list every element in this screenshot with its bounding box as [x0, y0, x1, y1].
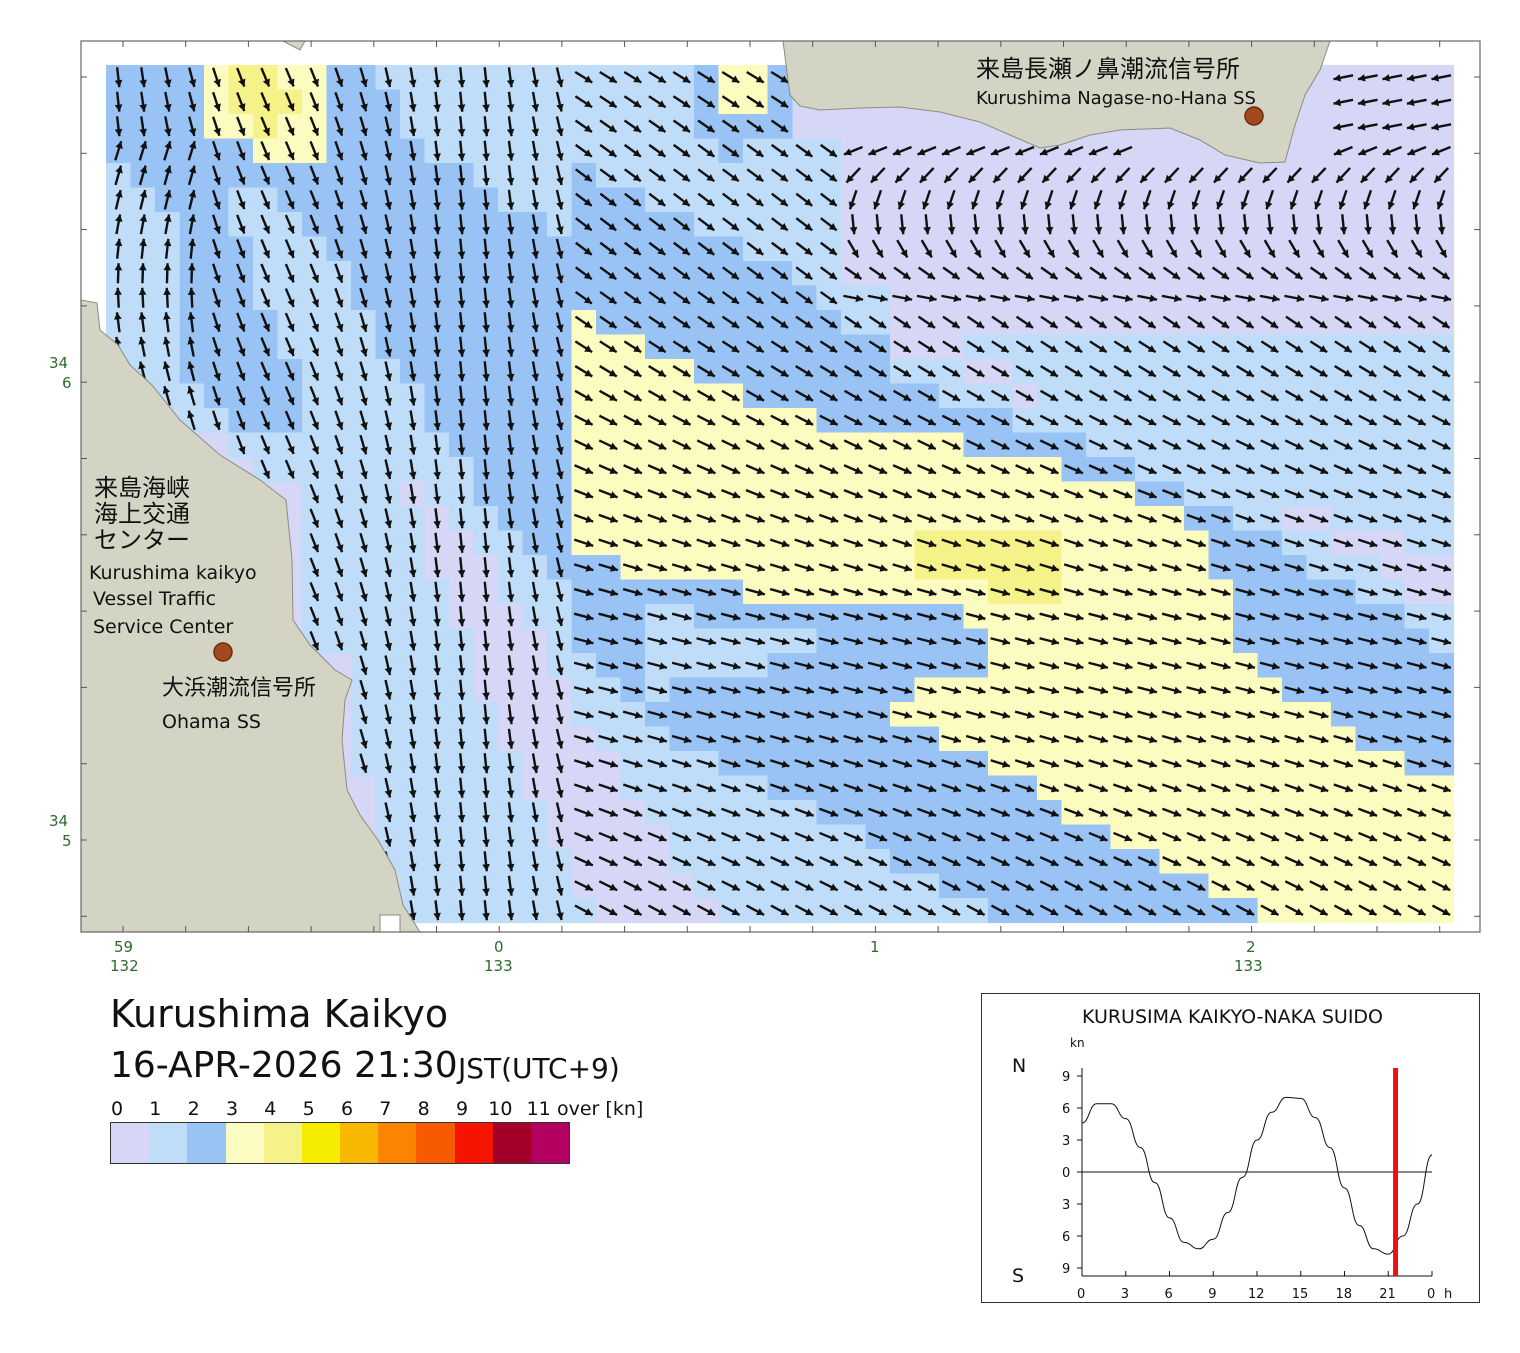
nagase-label-ja: 来島長瀬ノ鼻潮流信号所	[976, 55, 1240, 83]
tide-x-tick-label: 0	[1077, 1287, 1085, 1302]
legend-label: 10	[488, 1098, 513, 1120]
legend-label: 2	[187, 1098, 200, 1120]
tidal-current-chart: KURUSIMA KAIKYO-NAKA SUIDO kn N S 9 6 3 0 3 6…	[981, 993, 1480, 1303]
legend-label: 7	[379, 1098, 392, 1120]
legend-swatch	[378, 1123, 417, 1163]
lat-label-34-5-deg: 34	[49, 812, 68, 830]
tide-x-tick-label: 12	[1248, 1287, 1265, 1302]
legend-label: 4	[264, 1098, 277, 1120]
legend-swatch	[492, 1123, 531, 1163]
timezone-label: JST(UTC+9)	[458, 1052, 620, 1085]
legend-swatch	[301, 1123, 341, 1163]
legend-label: 3	[225, 1098, 239, 1120]
area-title: Kurushima Kaikyo	[110, 992, 449, 1036]
lon-label-133-0-min: 0	[494, 938, 504, 956]
tide-x-tick-label: 6	[1165, 1287, 1173, 1302]
lon-label-132-59-deg: 132	[110, 957, 139, 975]
tide-chart-title: KURUSIMA KAIKYO-NAKA SUIDO	[1082, 1006, 1383, 1028]
legend-label: 6	[340, 1098, 354, 1120]
legend-swatch	[530, 1123, 570, 1163]
tide-north-label: N	[1012, 1055, 1026, 1077]
tide-south-label: S	[1012, 1265, 1024, 1287]
legend-swatch	[225, 1123, 264, 1163]
tide-curve	[1081, 1096, 1433, 1255]
speed-legend: 0 1 2 3 4 5 6 7 8 9 10 11 over [kn]	[110, 1098, 670, 1168]
legend-label: 5	[302, 1098, 315, 1120]
tide-x-tick-label: 18	[1336, 1287, 1353, 1302]
tide-y-tick-label: 9	[1062, 1262, 1070, 1277]
legend-swatch	[454, 1123, 493, 1163]
legend-swatch	[111, 1123, 150, 1163]
ohama-station-marker	[213, 642, 233, 662]
tide-x-tick-label: 9	[1208, 1287, 1216, 1302]
lat-label-34-6-min: 6	[62, 374, 72, 392]
vtsc-label-en-3: Service Center	[93, 616, 233, 638]
tide-y-tick-label: 9	[1062, 1070, 1070, 1085]
tide-x-tick-label: 0	[1427, 1287, 1435, 1302]
legend-label: 9	[455, 1098, 469, 1120]
legend-swatch	[416, 1123, 455, 1163]
ohama-label-en: Ohama SS	[162, 711, 261, 733]
vtsc-label-en-1: Kurushima kaikyo	[89, 562, 257, 584]
tide-x-tick-label: 15	[1292, 1287, 1309, 1302]
nagase-station-marker	[1244, 106, 1264, 126]
lon-label-1-min: 1	[870, 938, 880, 956]
tide-y-tick-label: 3	[1062, 1198, 1070, 1213]
tide-y-tick-label: 6	[1062, 1102, 1070, 1117]
legend-swatch	[187, 1123, 226, 1163]
lon-label-133-2-deg: 133	[1234, 957, 1263, 975]
legend-swatch	[340, 1123, 379, 1163]
tide-y-tick-label: 0	[1062, 1166, 1070, 1181]
ohama-label-ja: 大浜潮流信号所	[162, 676, 316, 701]
forecast-timestamp: 16-APR-2026 21:30	[110, 1045, 458, 1086]
legend-label: 8	[417, 1098, 430, 1120]
lon-label-133-2-min: 2	[1246, 938, 1256, 956]
legend-swatch	[263, 1123, 302, 1163]
legend-label: 11	[526, 1098, 551, 1120]
legend-unit: over [kn]	[557, 1098, 644, 1120]
tide-chart-unit: kn	[1070, 1036, 1085, 1050]
tide-y-tick-label: 6	[1062, 1230, 1070, 1245]
tide-x-unit: h	[1444, 1287, 1452, 1302]
tide-x-tick-label: 3	[1121, 1287, 1129, 1302]
legend-swatch	[149, 1123, 188, 1163]
legend-label: 1	[149, 1098, 162, 1120]
vtsc-label-ja-1: 来島海峡	[94, 474, 190, 502]
tidal-current-map: 34 6 34 5 59 132 0 133 1 2 133 来島海峡 海上交通…	[49, 40, 1481, 975]
vtsc-label-en-2: Vessel Traffic	[93, 588, 216, 610]
lat-label-34-5-min: 5	[62, 832, 72, 850]
lon-label-132-59-min: 59	[114, 938, 133, 956]
lon-label-133-0-deg: 133	[484, 957, 513, 975]
vtsc-label-ja-3: センター	[94, 526, 190, 554]
legend-label: 0	[110, 1098, 124, 1120]
vtsc-label-ja-2: 海上交通	[94, 500, 190, 528]
tide-x-tick-label: 21	[1379, 1287, 1396, 1302]
tide-y-tick-label: 3	[1062, 1134, 1070, 1149]
lat-label-34-6-deg: 34	[49, 354, 68, 372]
legend-color-bar	[110, 1122, 570, 1164]
nagase-label-en: Kurushima Nagase-no-Hana SS	[976, 88, 1256, 109]
